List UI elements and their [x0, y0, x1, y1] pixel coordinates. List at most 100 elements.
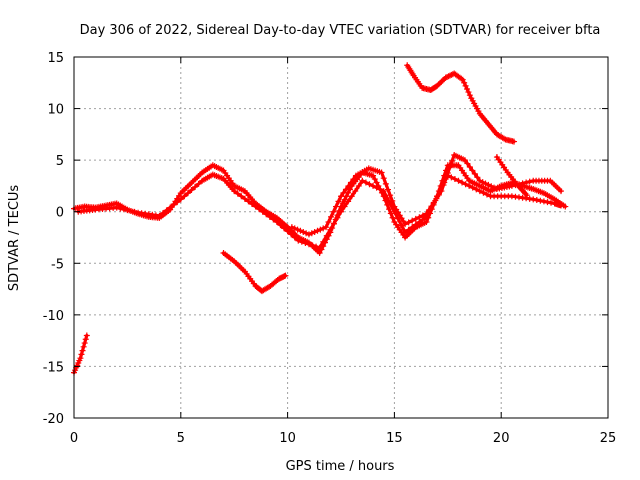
data-point — [252, 203, 259, 210]
data-point — [341, 203, 348, 210]
data-point — [156, 212, 163, 219]
data-point — [508, 182, 515, 189]
data-point — [389, 214, 396, 221]
data-point — [473, 186, 480, 193]
data-point — [335, 198, 342, 205]
data-point — [405, 219, 412, 226]
data-point — [184, 190, 191, 197]
data-point — [466, 164, 473, 171]
data-point — [297, 227, 304, 234]
data-point — [177, 196, 184, 203]
data-point — [409, 224, 416, 231]
data-point — [355, 182, 362, 189]
data-point — [291, 225, 298, 232]
data-point — [469, 184, 476, 191]
data-point — [544, 199, 551, 206]
data-point — [485, 181, 492, 188]
data-point — [314, 227, 321, 234]
data-point — [373, 179, 380, 186]
series-track-4 — [288, 151, 565, 238]
x-tick-label: 25 — [600, 431, 617, 446]
data-point — [298, 238, 305, 245]
data-point — [79, 347, 86, 354]
data-point — [320, 225, 327, 232]
chart-title: Day 306 of 2022, Sidereal Day-to-day VTE… — [80, 23, 601, 38]
data-point — [81, 340, 88, 347]
data-point — [446, 164, 453, 171]
x-axis-ticks: 0 5 10 15 20 25 — [70, 57, 616, 446]
y-tick-label: -5 — [51, 257, 64, 272]
data-point — [405, 226, 412, 233]
y-axis-title: SDTVAR / TECUs — [7, 185, 22, 292]
data-point — [163, 207, 170, 214]
data-point — [370, 182, 377, 189]
data-point — [402, 229, 409, 236]
y-axis-ticks: -20 -15 -10 -5 0 5 10 15 — [43, 51, 608, 427]
data-point — [294, 226, 301, 233]
data-point — [342, 186, 349, 193]
plot-frame — [73, 56, 609, 419]
data-point — [295, 237, 302, 244]
data-point — [366, 181, 373, 188]
data-point — [461, 157, 468, 164]
data-point — [370, 172, 377, 179]
data-point — [78, 351, 85, 358]
data-point — [160, 210, 166, 217]
data-point — [519, 180, 526, 187]
data-point — [170, 201, 177, 208]
data-point — [241, 195, 248, 202]
data-point — [256, 206, 263, 213]
data-point — [430, 199, 437, 206]
data-point — [387, 210, 394, 217]
data-point — [305, 231, 312, 238]
data-point — [462, 82, 469, 89]
data-point — [474, 174, 481, 181]
data-point — [323, 232, 330, 239]
data-point — [444, 170, 451, 177]
data-point — [548, 199, 555, 206]
data-point — [82, 336, 89, 343]
data-point — [288, 231, 295, 238]
data-point — [266, 213, 273, 220]
data-point — [131, 208, 138, 215]
data-point — [313, 243, 320, 250]
data-point — [425, 206, 432, 213]
data-point — [117, 205, 124, 212]
data-point — [339, 200, 346, 207]
y-tick-label: -15 — [43, 360, 64, 375]
data-point — [263, 211, 270, 218]
data-point — [309, 242, 316, 249]
data-point — [523, 179, 530, 186]
data-point — [412, 215, 419, 222]
data-point — [333, 203, 340, 210]
data-point — [113, 204, 120, 211]
data-point — [316, 244, 323, 251]
data-point — [530, 196, 537, 203]
data-point — [270, 216, 277, 223]
data-point — [435, 191, 442, 198]
data-point — [127, 208, 134, 215]
data-point — [259, 208, 266, 215]
data-point — [558, 188, 565, 195]
data-point — [273, 219, 280, 226]
data-point — [558, 202, 565, 209]
series-track-7 — [493, 154, 530, 199]
data-series — [71, 62, 569, 376]
data-point — [402, 221, 409, 228]
y-tick-label: 15 — [47, 51, 64, 66]
data-point — [362, 179, 369, 186]
data-point — [348, 193, 355, 200]
data-point — [359, 177, 366, 184]
data-point — [350, 176, 357, 183]
data-point — [423, 210, 430, 217]
data-point — [469, 167, 476, 174]
data-point — [181, 193, 188, 200]
data-point — [380, 188, 387, 195]
data-point — [433, 195, 440, 202]
x-axis-title: GPS time / hours — [286, 459, 395, 474]
data-point — [124, 207, 131, 214]
data-point — [77, 355, 84, 362]
data-point — [384, 186, 391, 193]
data-point — [188, 187, 195, 194]
